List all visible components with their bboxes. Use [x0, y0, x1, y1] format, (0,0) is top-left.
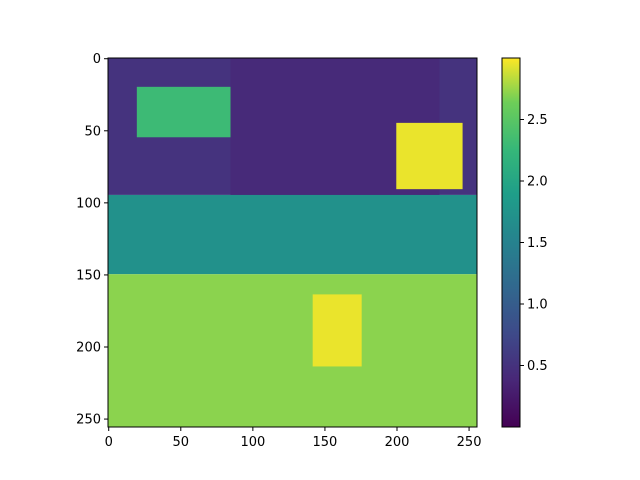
colorbar-axis: 0.5 1.0 1.5 2.0 2.5 [520, 113, 548, 374]
x-axis: 0 50 100 150 200 250 [105, 427, 482, 450]
y-tick-label: 50 [84, 124, 101, 139]
x-tick-label: 100 [240, 435, 265, 450]
colorbar-tick-label: 1.0 [527, 298, 548, 313]
colorbar [501, 57, 521, 428]
x-tick-label: 150 [313, 435, 338, 450]
x-tick-label: 250 [457, 435, 482, 450]
masked-rectangle-1 [396, 122, 463, 190]
y-tick-label: 250 [76, 413, 101, 428]
y-tick-label: 150 [76, 268, 101, 283]
y-tick-label: 200 [76, 341, 101, 356]
x-tick-label: 50 [173, 435, 190, 450]
x-tick-label: 200 [385, 435, 410, 450]
y-tick-label: 100 [76, 196, 101, 211]
masked-rectangle-2 [312, 294, 362, 367]
colorbar-tick-label: 0.5 [527, 359, 548, 374]
heatmap-image [108, 58, 477, 427]
colorbar-tick-label: 2.5 [527, 113, 548, 128]
region-wall-mid [108, 194, 477, 275]
colorbar-tick-label: 2.0 [527, 175, 548, 190]
region-light-fixture [136, 86, 231, 138]
plot-frame [107, 57, 478, 428]
colorbar-tick-label: 1.5 [527, 236, 548, 251]
y-axis: 0 50 100 150 200 250 [76, 52, 108, 428]
y-tick-label: 0 [93, 52, 101, 67]
x-tick-label: 0 [105, 435, 113, 450]
region-shirt [108, 274, 477, 427]
